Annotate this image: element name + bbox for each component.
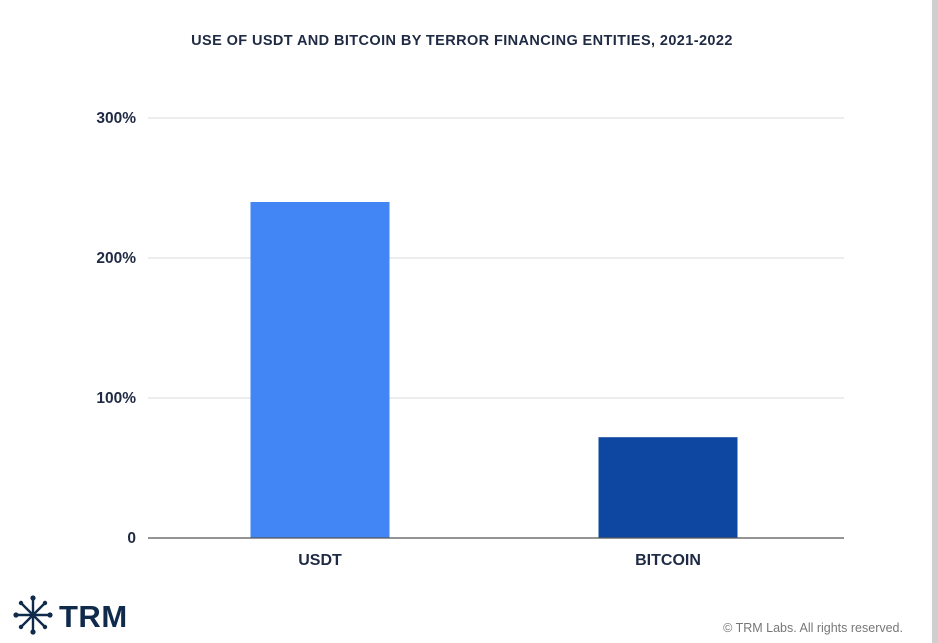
bars <box>250 202 738 538</box>
x-tick-label: USDT <box>298 552 342 569</box>
window-edge <box>932 0 938 643</box>
bar-bitcoin <box>598 437 738 538</box>
bar-usdt <box>250 202 390 538</box>
x-axis-ticks: USDT BITCOIN <box>298 552 701 569</box>
chart-title: USE OF USDT AND BITCOIN BY TERROR FINANC… <box>191 33 733 49</box>
trm-logo: TRM <box>13 595 128 635</box>
x-tick-label: BITCOIN <box>635 552 701 569</box>
copyright-text: © TRM Labs. All rights reserved. <box>723 621 903 635</box>
y-tick-label: 300% <box>96 110 136 127</box>
y-tick-label: 0 <box>127 530 136 547</box>
y-tick-label: 100% <box>96 390 136 407</box>
snowflake-asterisk-icon <box>13 595 53 635</box>
logo-text: TRM <box>59 599 128 634</box>
y-axis-ticks: 0 100% 200% 300% <box>96 110 136 547</box>
y-tick-label: 200% <box>96 250 136 267</box>
